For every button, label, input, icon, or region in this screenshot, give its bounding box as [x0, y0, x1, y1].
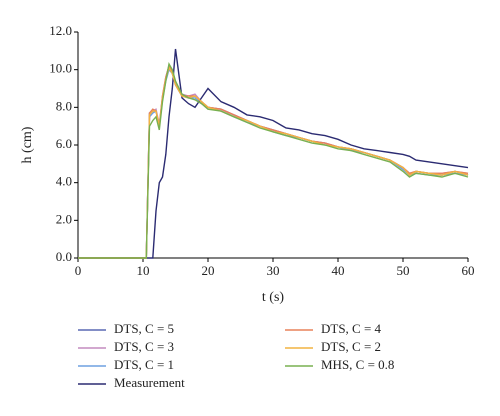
x-axis-label: t (s)	[262, 290, 285, 305]
x-tick-label: 10	[137, 263, 150, 278]
legend-label: DTS, C = 4	[321, 321, 382, 336]
legend-label: DTS, C = 5	[114, 321, 174, 336]
y-tick-label: 8.0	[56, 98, 72, 113]
legend-label: Measurement	[114, 375, 185, 390]
series-line	[78, 64, 469, 259]
x-tick-label: 60	[462, 263, 475, 278]
y-tick-label: 4.0	[56, 174, 72, 189]
x-tick-label: 0	[75, 263, 82, 278]
y-tick-label: 0.0	[56, 249, 72, 264]
legend-label: DTS, C = 3	[114, 339, 174, 354]
x-tick-label: 50	[397, 263, 410, 278]
legend-label: DTS, C = 1	[114, 357, 174, 372]
legend-label: MHS, C = 0.8	[321, 357, 394, 372]
x-tick-label: 20	[202, 263, 215, 278]
x-tick-label: 30	[267, 263, 280, 278]
series-line	[78, 66, 469, 259]
y-axis-label: h (cm)	[20, 126, 35, 163]
series-line	[78, 48, 469, 259]
series-line	[78, 68, 469, 259]
y-tick-label: 12.0	[49, 23, 72, 38]
y-tick-label: 10.0	[49, 61, 72, 76]
y-tick-label: 6.0	[56, 136, 72, 151]
series-line	[78, 64, 469, 259]
x-tick-label: 40	[332, 263, 345, 278]
legend-label: DTS, C = 2	[321, 339, 381, 354]
series-line	[78, 62, 469, 259]
y-tick-label: 2.0	[56, 211, 72, 226]
series-line	[78, 66, 469, 259]
